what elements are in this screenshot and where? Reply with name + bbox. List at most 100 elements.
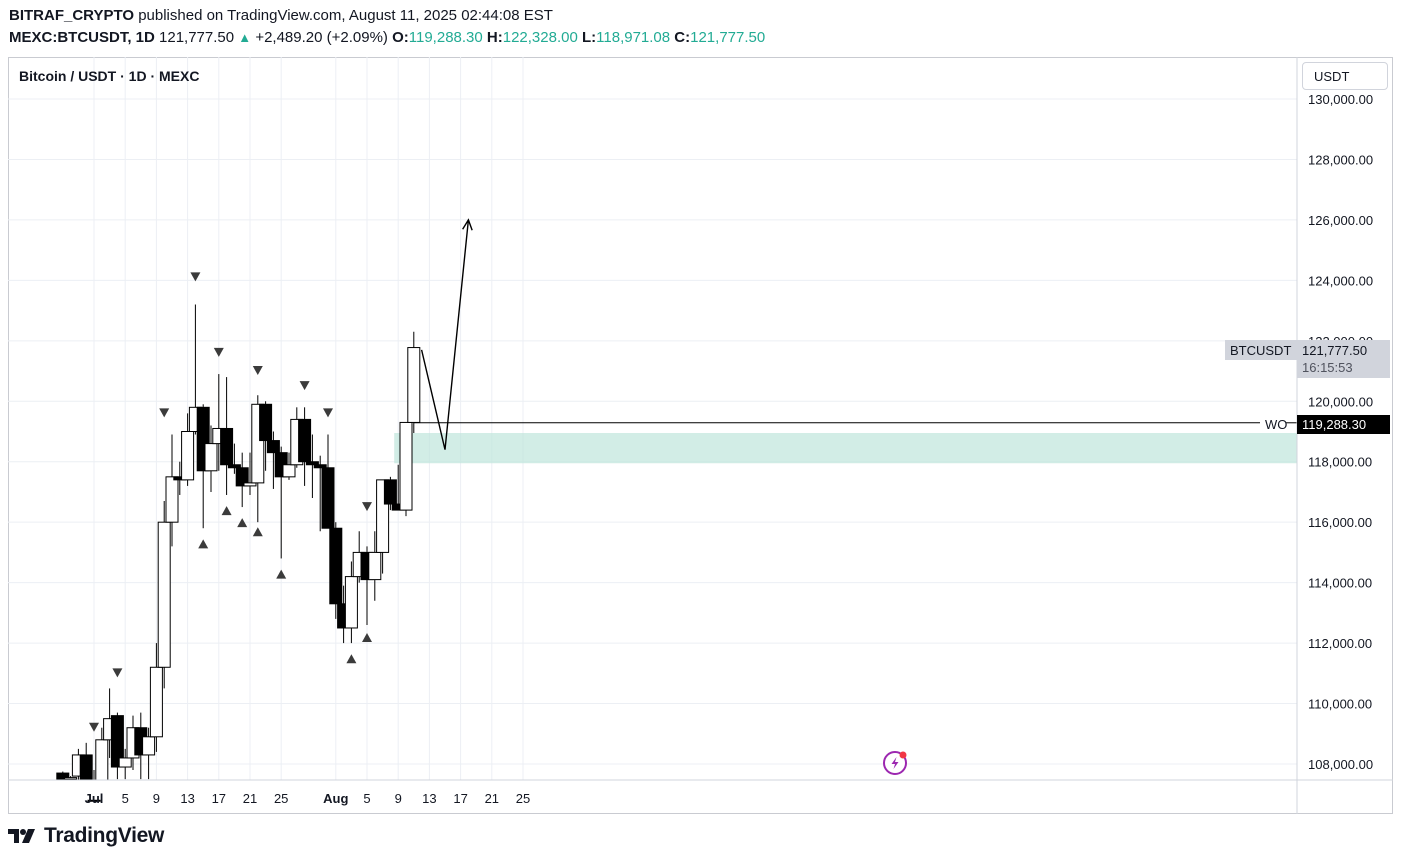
candle-up	[204, 443, 218, 472]
candle-up	[118, 757, 132, 768]
time-tick-label: 13	[422, 791, 436, 806]
candle-up	[64, 777, 78, 780]
time-tick-label: 9	[153, 791, 160, 806]
drawings[interactable]	[413, 218, 1297, 450]
price-tick-label: 110,000.00	[1308, 697, 1372, 712]
low-label: L:	[581, 29, 597, 46]
price-tick-label: 120,000.00	[1308, 394, 1373, 409]
candle-down	[329, 527, 343, 605]
time-tick-label: 9	[395, 791, 402, 806]
candle-down	[383, 479, 397, 505]
candle-down	[313, 464, 327, 469]
pivot-low-marker	[362, 633, 372, 643]
time-tick-label: 21	[243, 791, 257, 806]
candle-up	[142, 736, 156, 756]
pivot-high-marker	[89, 722, 99, 732]
candle-up	[165, 476, 179, 523]
price-tick-label: 108,000.00	[1308, 757, 1373, 772]
pivot-high-marker	[323, 408, 333, 418]
pivot-markers	[89, 272, 372, 732]
pivot-low-marker	[276, 569, 287, 579]
high-value: 122,328.00	[502, 29, 578, 46]
pivot-low-marker	[221, 506, 232, 516]
candle-up	[157, 521, 171, 668]
candle-down	[259, 403, 273, 442]
price-tick-label: 126,000.00	[1308, 213, 1373, 228]
candle-down	[321, 467, 335, 529]
price-tick-label: 116,000.00	[1308, 515, 1372, 530]
symbol-tag-bg	[1225, 340, 1297, 360]
lightning-icon[interactable]	[883, 751, 907, 775]
pivot-low-marker	[346, 654, 357, 664]
price-tick-label: 114,000.00	[1308, 576, 1372, 591]
symbol-label: MEXC:BTCUSDT, 1D	[9, 29, 155, 46]
tradingview-logo[interactable]: TradingView	[8, 824, 164, 848]
chart-title: Bitcoin / USDT · 1D · MEXC	[19, 68, 200, 84]
time-tick-label: 25	[274, 791, 288, 806]
time-tick-label: 17	[212, 791, 226, 806]
grid	[8, 57, 1297, 780]
current-price-tag: 121,777.50	[1302, 343, 1367, 358]
candle-down	[266, 440, 280, 454]
pivot-low-marker	[252, 527, 263, 537]
line-label-wo: WO	[1265, 417, 1287, 432]
price-tick-label: 124,000.00	[1308, 273, 1373, 288]
high-label: H:	[486, 29, 503, 46]
support-zone[interactable]	[394, 433, 1297, 464]
candle-up	[243, 482, 257, 487]
currency-button[interactable]: USDT	[1302, 62, 1388, 90]
candle-down	[87, 799, 101, 802]
candle-wicks	[62, 304, 415, 780]
price-chart[interactable]: 130,000.00 128,000.00 126,000.00 124,000.00…	[8, 57, 1393, 814]
symbol-tag: BTCUSDT	[1230, 343, 1291, 358]
candle-bodies	[56, 347, 421, 802]
time-tick-label: 13	[180, 791, 194, 806]
publish-info: BITRAF_CRYPTO published on TradingView.c…	[9, 7, 553, 24]
pivot-high-marker	[213, 347, 224, 357]
candle-up	[368, 551, 382, 581]
time-tick-label: 17	[453, 791, 467, 806]
price-tick-label: 130,000.00	[1308, 92, 1373, 107]
candle-down	[305, 461, 319, 466]
pivot-high-marker	[299, 381, 310, 391]
time-tick-label: 5	[122, 791, 129, 806]
axes[interactable]: 130,000.00 128,000.00 126,000.00 124,000.00…	[8, 57, 1393, 814]
support-zone-rect[interactable]	[394, 433, 1297, 464]
pivot-high-marker	[252, 366, 263, 376]
open-label: O:	[392, 29, 409, 46]
tradingview-wordmark: TradingView	[44, 824, 165, 847]
author-name[interactable]: BITRAF_CRYPTO	[9, 7, 135, 24]
candle-countdown: 16:15:53	[1302, 360, 1353, 375]
price-tick-label: 118,000.00	[1308, 455, 1372, 470]
symbol-info-line: MEXC:BTCUSDT, 1D 121,777.50 ▲ +2,489.20 …	[9, 29, 765, 46]
price-tags: BTCUSDT 121,777.50 16:15:53 WO 119,288.3…	[1225, 340, 1390, 434]
candle-up	[399, 421, 413, 511]
price-change: +2,489.20 (+2.09%)	[255, 29, 388, 46]
candle-down	[227, 464, 241, 469]
candle-up	[282, 464, 296, 478]
open-value: 119,288.30	[408, 29, 483, 46]
low-value: 118,971.08	[596, 29, 671, 46]
pivot-high-marker	[112, 668, 123, 678]
candle-down	[110, 715, 124, 768]
candle-up	[181, 431, 195, 481]
close-label: C:	[674, 29, 691, 46]
pivot-high-marker	[159, 408, 170, 418]
up-triangle-icon: ▲	[238, 30, 252, 45]
published-text: published on TradingView.com, August 11,…	[138, 7, 553, 24]
price-tick-label: 128,000.00	[1308, 152, 1373, 167]
line-price-tag: 119,288.30	[1302, 417, 1366, 432]
candle-up	[149, 666, 163, 738]
last-price: 121,777.50	[159, 29, 235, 46]
pivot-low-marker	[198, 539, 209, 549]
pivot-high-marker	[362, 502, 372, 512]
candle-up	[95, 739, 109, 781]
time-tick-label: Jul	[85, 791, 104, 806]
time-tick-label: 25	[516, 791, 530, 806]
line-price-tag-bg	[1297, 415, 1390, 434]
price-tick-label: 112,000.00	[1308, 636, 1372, 651]
arrow-head-icon	[462, 218, 473, 231]
tradingview-logo-icon	[8, 829, 35, 843]
projection-path[interactable]	[420, 219, 470, 450]
pivot-high-marker	[190, 272, 201, 282]
